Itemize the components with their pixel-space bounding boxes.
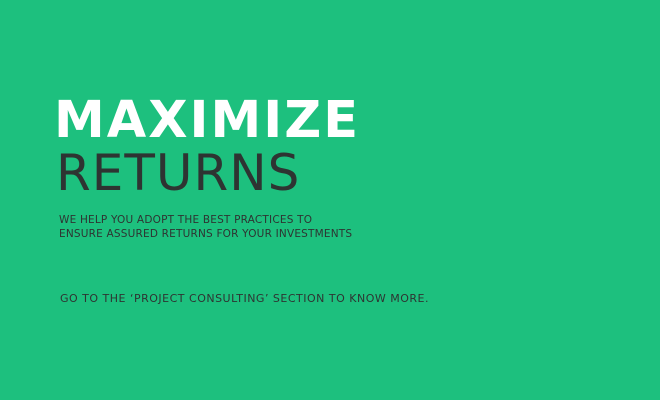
cta-text: GO TO THE ‘PROJECT CONSULTING’ SECTION T… [60, 292, 429, 305]
subtext-line-2: ENSURE ASSURED RETURNS FOR YOUR INVESTME… [59, 228, 353, 240]
headline-returns: RETURNS [56, 144, 301, 202]
headline-maximize: MAXIMIZE [54, 91, 361, 150]
subtext-line-1: WE HELP YOU ADOPT THE BEST PRACTICES TO [59, 214, 313, 226]
banner-subtext: WE HELP YOU ADOPT THE BEST PRACTICES TO … [59, 213, 352, 241]
